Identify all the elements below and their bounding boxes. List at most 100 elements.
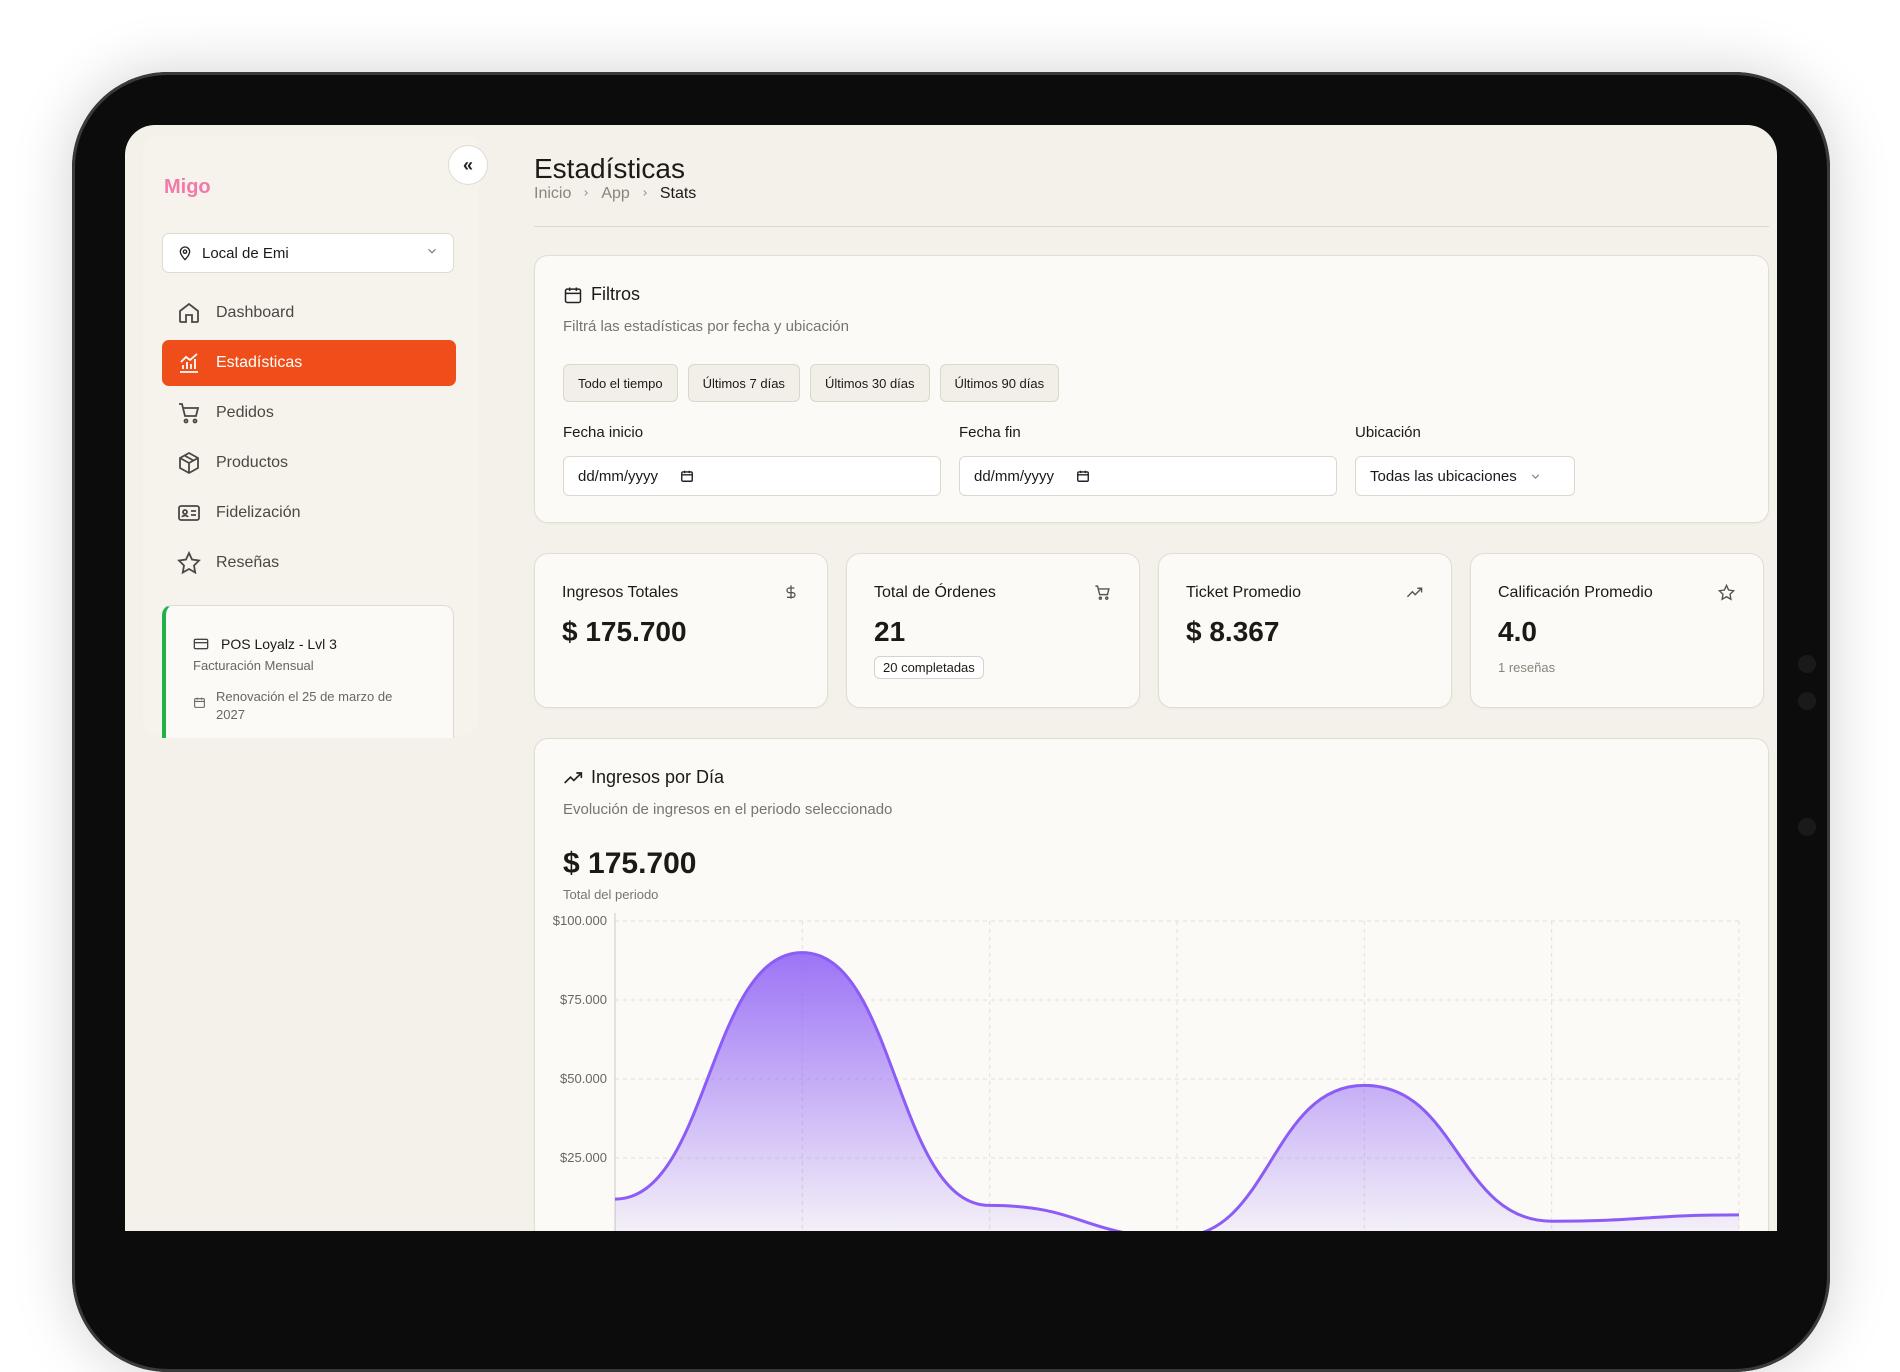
- range-7-days-button[interactable]: Últimos 7 días: [687, 364, 800, 402]
- sidebar-background: [125, 738, 493, 1231]
- end-date-label: Fecha fin: [959, 424, 1021, 441]
- y-tick-label: $50.000: [560, 1071, 607, 1086]
- sidebar-item-label: Pedidos: [216, 404, 274, 421]
- side-button: [1798, 655, 1816, 673]
- chevron-down-icon: [425, 244, 439, 262]
- plan-billing: Facturación Mensual: [193, 658, 314, 673]
- end-date-placeholder: dd/mm/yyyy: [974, 467, 1055, 485]
- sidebar-nav: Dashboard Estadísticas Pedidos Productos…: [162, 290, 456, 590]
- location-filter-label: Ubicación: [1355, 424, 1421, 441]
- stat-label: Total de Órdenes: [874, 584, 996, 601]
- breadcrumb-inicio[interactable]: Inicio: [534, 185, 572, 202]
- breadcrumb-stats: Stats: [659, 185, 697, 202]
- range-30-days-button[interactable]: Últimos 30 días: [809, 364, 930, 402]
- y-tick-label: $100.000: [553, 913, 607, 928]
- stat-card-ticket: Ticket Promedio $ 8.367: [1158, 553, 1452, 708]
- chevron-right-icon: [581, 185, 591, 203]
- revenue-title: Ingresos por Día: [591, 767, 725, 787]
- y-tick-label: $25.000: [560, 1150, 607, 1165]
- revenue-series-line: [614, 951, 1740, 1231]
- brand-logo: Migo: [164, 176, 211, 198]
- sidebar-item-estadisticas[interactable]: Estadísticas: [162, 340, 456, 386]
- cart-icon: [176, 400, 202, 426]
- stat-card-calificacion: Calificación Promedio 4.0 1 reseñas: [1470, 553, 1764, 708]
- stat-label: Ticket Promedio: [1186, 584, 1301, 601]
- location-select[interactable]: Local de Emi: [162, 233, 454, 273]
- sidebar: Migo Local de Emi Dashboard Estadísticas…: [143, 135, 478, 755]
- sidebar-item-productos[interactable]: Productos: [162, 440, 456, 486]
- status-badge: 20 completadas: [874, 656, 984, 679]
- revenue-header: Ingresos por Día: [563, 767, 724, 788]
- sidebar-item-label: Fidelización: [216, 504, 301, 521]
- sidebar-item-label: Reseñas: [216, 554, 280, 571]
- range-90-days-button[interactable]: Últimos 90 días: [939, 364, 1060, 402]
- calendar-icon: [1076, 469, 1090, 483]
- revenue-subtitle: Evolución de ingresos en el periodo sele…: [563, 801, 893, 818]
- star-icon: [1717, 583, 1736, 606]
- main-content: Estadísticas Inicio App Stats Filtros Fi…: [510, 125, 1777, 1231]
- subscription-card: POS Loyalz - Lvl 3 Facturación Mensual R…: [162, 605, 454, 755]
- chart-icon: [176, 350, 202, 376]
- sidebar-item-label: Dashboard: [216, 304, 295, 321]
- location-filter-value: Todas las ubicaciones: [1370, 467, 1517, 485]
- dollar-icon: [783, 584, 799, 605]
- stat-label: Calificación Promedio: [1498, 584, 1653, 601]
- side-button: [1798, 692, 1816, 710]
- range-all-time-button[interactable]: Todo el tiempo: [563, 364, 678, 402]
- revenue-chart-card: Ingresos por Día Evolución de ingresos e…: [534, 738, 1769, 1231]
- trending-up-icon: [1406, 584, 1423, 606]
- breadcrumb-app[interactable]: App: [601, 185, 630, 202]
- plan-renewal: Renovación el 25 de marzo de 2027: [216, 689, 393, 722]
- revenue-total-label: Total del periodo: [563, 887, 659, 902]
- stat-label: Ingresos Totales: [562, 584, 679, 601]
- id-card-icon: [176, 500, 202, 526]
- start-date-label: Fecha inicio: [563, 424, 644, 441]
- sidebar-item-pedidos[interactable]: Pedidos: [162, 390, 456, 436]
- stat-value: 4.0: [1498, 616, 1537, 647]
- calendar-icon: [563, 285, 583, 305]
- header-divider: [534, 226, 1769, 227]
- filters-card: Filtros Filtrá las estadísticas por fech…: [534, 255, 1769, 523]
- revenue-area-chart: $100.000 $75.000 $50.000 $25.000 $0: [553, 913, 1740, 1231]
- filters-header: Filtros: [563, 284, 640, 305]
- stat-card-ingresos: Ingresos Totales $ 175.700: [534, 553, 828, 708]
- end-date-input[interactable]: dd/mm/yyyy: [959, 456, 1337, 496]
- y-tick-label: $0: [593, 1229, 607, 1231]
- star-icon: [176, 550, 202, 576]
- range-chips: Todo el tiempo Últimos 7 días Últimos 30…: [563, 364, 1060, 402]
- start-date-placeholder: dd/mm/yyyy: [578, 467, 659, 485]
- trending-up-icon: [563, 768, 583, 788]
- y-tick-label: $75.000: [560, 992, 607, 1007]
- chevrons-left-icon: «: [462, 154, 473, 175]
- sidebar-item-dashboard[interactable]: Dashboard: [162, 290, 456, 336]
- filters-title: Filtros: [591, 284, 640, 304]
- cart-icon: [1094, 584, 1111, 606]
- breadcrumb: Inicio App Stats: [534, 185, 696, 203]
- sidebar-item-resenas[interactable]: Reseñas: [162, 540, 456, 586]
- chevron-right-icon: [640, 185, 650, 203]
- sidebar-item-label: Estadísticas: [216, 354, 303, 371]
- revenue-area-fill: [615, 952, 1739, 1231]
- sidebar-item-fidelizacion[interactable]: Fidelización: [162, 490, 456, 536]
- stat-value: 21: [874, 616, 906, 647]
- calendar-icon: [193, 696, 206, 714]
- side-button: [1798, 818, 1816, 836]
- credit-card-icon: [193, 636, 209, 657]
- collapse-sidebar-button[interactable]: «: [448, 145, 488, 185]
- page-title: Estadísticas: [534, 153, 685, 184]
- stat-note: 1 reseñas: [1498, 660, 1556, 675]
- start-date-input[interactable]: dd/mm/yyyy: [563, 456, 941, 496]
- location-filter-select[interactable]: Todas las ubicaciones: [1355, 456, 1575, 496]
- stat-value: $ 8.367: [1186, 616, 1280, 647]
- revenue-total: $ 175.700: [563, 847, 697, 880]
- calendar-icon: [680, 469, 694, 483]
- location-select-value: Local de Emi: [202, 244, 289, 262]
- stat-card-ordenes: Total de Órdenes 21 20 completadas: [846, 553, 1140, 708]
- map-pin-icon: [177, 245, 193, 261]
- app-screen: Migo Local de Emi Dashboard Estadísticas…: [125, 125, 1777, 1231]
- chevron-down-icon: [1529, 470, 1542, 483]
- stat-value: $ 175.700: [562, 616, 687, 647]
- home-icon: [176, 300, 202, 326]
- sidebar-item-label: Productos: [216, 454, 289, 471]
- plan-name: POS Loyalz - Lvl 3: [221, 636, 337, 652]
